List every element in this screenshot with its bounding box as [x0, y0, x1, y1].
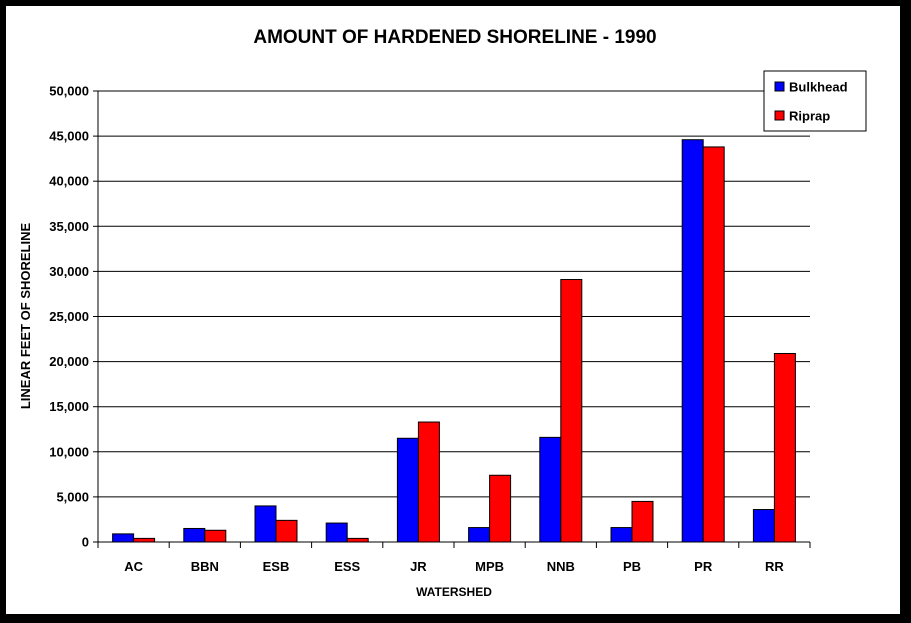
bar-bulkhead-ess	[325, 522, 348, 543]
bar-riprap-pb	[631, 500, 654, 543]
x-tick-label: AC	[124, 559, 143, 574]
bar-bulkhead-esb	[254, 505, 277, 543]
y-axis-label: LINEAR FEET OF SHORELINE	[18, 223, 33, 410]
bar-riprap-ac	[133, 537, 156, 543]
x-axis-label: WATERSHED	[416, 585, 492, 599]
bar-riprap-jr	[417, 421, 440, 543]
y-tick-label: 0	[82, 535, 89, 550]
x-tick-label: BBN	[191, 559, 219, 574]
legend-box	[763, 70, 867, 132]
bar-bulkhead-jr	[396, 437, 419, 543]
tick-labels: 0 5,000 10,000 15,000 20,000 25,000 30,000 35,0…	[49, 84, 784, 575]
bar-bulkhead-rr	[752, 509, 775, 543]
y-tick-label: 20,000	[49, 354, 89, 369]
x-tick-label: PR	[694, 559, 713, 574]
x-tick-label: MPB	[475, 559, 504, 574]
chart-frame	[6, 6, 900, 614]
bar-bulkhead-pb	[610, 527, 633, 543]
bar-riprap-mpb	[489, 474, 512, 543]
y-tick-label: 10,000	[49, 444, 89, 459]
x-tick-label: NNB	[547, 559, 575, 574]
bar-riprap-nnb	[560, 279, 583, 543]
bar-riprap-rr	[773, 352, 796, 543]
x-tick-label: RR	[765, 559, 784, 574]
y-tick-label: 45,000	[49, 129, 89, 144]
bar-bulkhead-bbn	[183, 527, 206, 543]
x-tick-label: JR	[410, 559, 427, 574]
bar-bulkhead-pr	[681, 139, 704, 543]
chart-title: AMOUNT OF HARDENED SHORELINE - 1990	[253, 27, 656, 48]
bar-riprap-bbn	[204, 529, 227, 543]
legend-swatch-bulkhead	[774, 81, 785, 92]
x-tick-label: ESS	[334, 559, 360, 574]
axes	[93, 90, 811, 548]
legend-label-bulkhead: Bulkhead	[789, 80, 848, 95]
bar-riprap-ess	[346, 537, 369, 543]
y-tick-label: 5,000	[56, 489, 89, 504]
bars	[112, 139, 796, 543]
legend-swatch-riprap	[774, 110, 785, 121]
bar-bulkhead-mpb	[468, 527, 491, 543]
bar-bulkhead-ac	[112, 533, 135, 543]
y-tick-label: 25,000	[49, 309, 89, 324]
bar-bulkhead-nnb	[539, 436, 562, 543]
y-tick-label: 40,000	[49, 174, 89, 189]
legend-label-riprap: Riprap	[789, 109, 830, 124]
x-tick-label: ESB	[263, 559, 290, 574]
y-tick-label: 15,000	[49, 399, 89, 414]
y-tick-label: 30,000	[49, 264, 89, 279]
y-tick-label: 50,000	[49, 84, 89, 99]
y-tick-label: 35,000	[49, 219, 89, 234]
legend: Bulkhead Riprap	[763, 70, 867, 132]
x-tick-label: PB	[623, 559, 641, 574]
bar-riprap-pr	[702, 146, 725, 543]
bar-riprap-esb	[275, 519, 298, 543]
